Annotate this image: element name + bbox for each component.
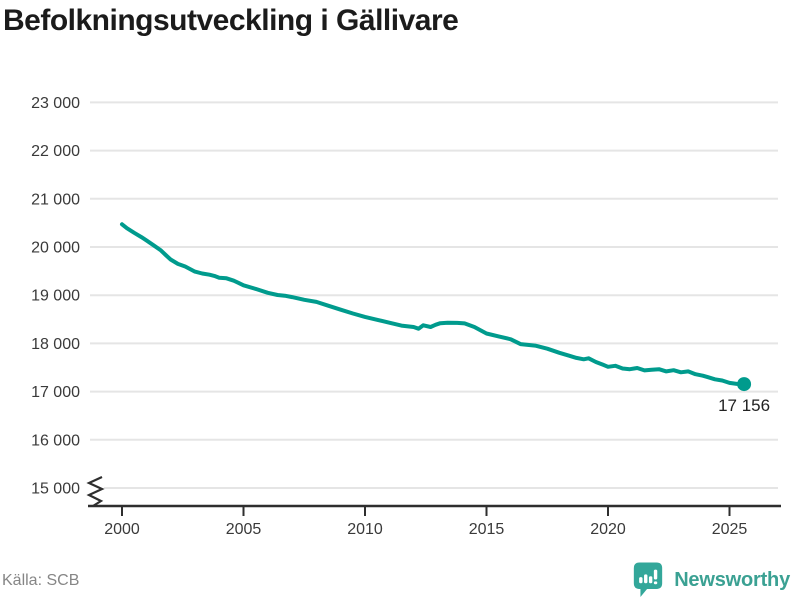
x-tick-label: 2005 (226, 521, 262, 538)
latest-value-dot (737, 377, 752, 392)
x-tick-label: 2000 (104, 521, 140, 538)
population-line (120, 222, 747, 387)
newsworthy-wordmark: Newsworthy (674, 568, 790, 591)
page-title: Befolkningsutveckling i Gällivare (3, 4, 459, 37)
newsworthy-logo: Newsworthy (631, 561, 790, 599)
y-tick-label: 22 000 (31, 143, 80, 160)
y-tick-label: 18 000 (31, 336, 80, 353)
y-tick-label: 21 000 (31, 191, 80, 208)
x-tick-label: 2025 (712, 521, 748, 538)
y-tick-label: 15 000 (31, 481, 80, 498)
y-tick-label: 17 000 (31, 384, 80, 401)
latest-value-label: 17 156 (718, 396, 770, 415)
x-tick-label: 2010 (347, 521, 383, 538)
x-tick-label: 2020 (590, 521, 626, 538)
y-tick-label: 23 000 (31, 95, 80, 112)
bar-chart-speech-bubble-icon (634, 562, 663, 597)
axis-break-icon (86, 476, 105, 507)
x-tick-label: 2015 (469, 521, 505, 538)
y-tick-label: 20 000 (31, 240, 80, 257)
y-tick-label: 19 000 (31, 288, 80, 305)
y-tick-label: 16 000 (31, 432, 80, 449)
source-label: Källa: SCB (2, 572, 80, 589)
